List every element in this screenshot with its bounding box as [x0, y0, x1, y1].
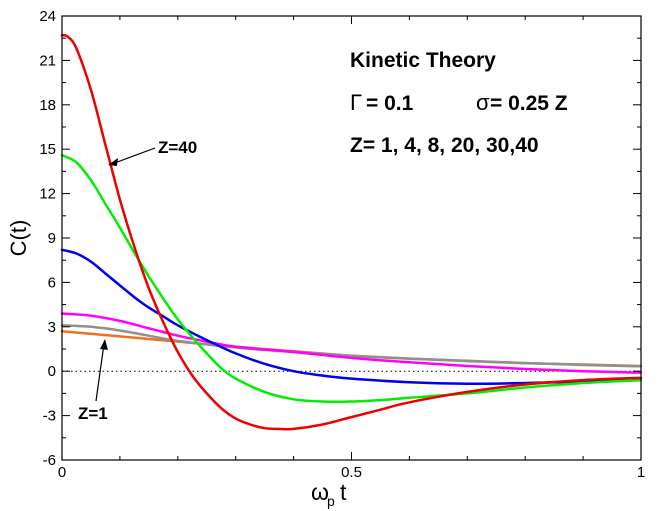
- callout-z40-arrow: [111, 147, 156, 165]
- y-tick-label: 15: [39, 141, 56, 158]
- callout-z1-arrow: [95, 343, 105, 402]
- x-axis-title: ω p t: [311, 479, 347, 509]
- y-tick-label: 18: [39, 97, 56, 114]
- y-tick-label: 0: [48, 363, 56, 380]
- series-layer: [60, 33, 643, 431]
- y-tick-label: 6: [48, 274, 56, 291]
- annotation-sigma-value: = 0.25 Z: [490, 92, 568, 115]
- x-tick-label: 0: [58, 464, 66, 481]
- series-line-4: [60, 248, 643, 386]
- y-tick-label: 9: [48, 230, 56, 247]
- annotation-sigma-symbol: σ: [476, 90, 490, 115]
- callout-z1-arrowhead: [100, 339, 108, 350]
- y-tick-label: 12: [39, 186, 56, 203]
- y-tick-label: -6: [43, 452, 56, 469]
- callout-z40-arrowhead: [108, 158, 118, 166]
- series-line-5: [60, 153, 643, 404]
- x-axis-title-t: t: [340, 479, 347, 505]
- x-axis-title-omega: ω: [311, 479, 329, 505]
- x-axis-title-subscript: p: [327, 493, 335, 509]
- y-axis-title: C(t): [6, 220, 31, 257]
- annotation-heading: Kinetic Theory: [350, 49, 496, 72]
- x-tick-label: 1: [637, 464, 645, 481]
- callout-z40-label: Z=40: [158, 138, 197, 157]
- y-tick-label: 3: [48, 319, 56, 336]
- annotation-gamma-value: = 0.1: [366, 92, 414, 115]
- y-tick-label: 24: [39, 8, 56, 25]
- x-tick-label: 0.5: [341, 464, 362, 481]
- annotation-gamma-symbol: Γ: [350, 90, 362, 115]
- callout-z1-label: Z=1: [78, 404, 108, 423]
- series-line-3: [60, 312, 643, 374]
- annotation-z-values: Z= 1, 4, 8, 20, 30,40: [350, 134, 539, 157]
- y-tick-label: -3: [43, 408, 56, 425]
- y-tick-label: 21: [39, 52, 56, 69]
- series-line-6: [60, 33, 643, 431]
